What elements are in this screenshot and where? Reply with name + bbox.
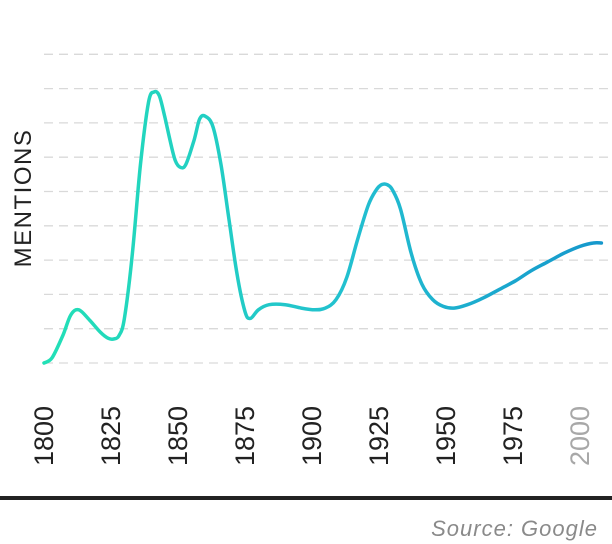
x-axis-ticks: 1800 1825 1850 1875 1900 1925 1950 1975 2000 (29, 406, 595, 466)
x-tick-label: 1975 (498, 406, 528, 466)
x-tick-label: 1900 (297, 406, 327, 466)
x-tick-label: 1875 (230, 406, 260, 466)
source-note: Source: Google (431, 516, 598, 541)
gridlines (44, 53, 612, 364)
x-tick-label: 1825 (96, 406, 126, 466)
x-tick-label: 2000 (565, 406, 595, 466)
x-tick-label: 1800 (29, 406, 59, 466)
x-tick-label: 1925 (364, 406, 394, 466)
y-axis-label: MENTIONS (10, 129, 37, 268)
x-tick-label: 1850 (163, 406, 193, 466)
x-tick-label: 1950 (431, 406, 461, 466)
series-line (42, 89, 604, 365)
